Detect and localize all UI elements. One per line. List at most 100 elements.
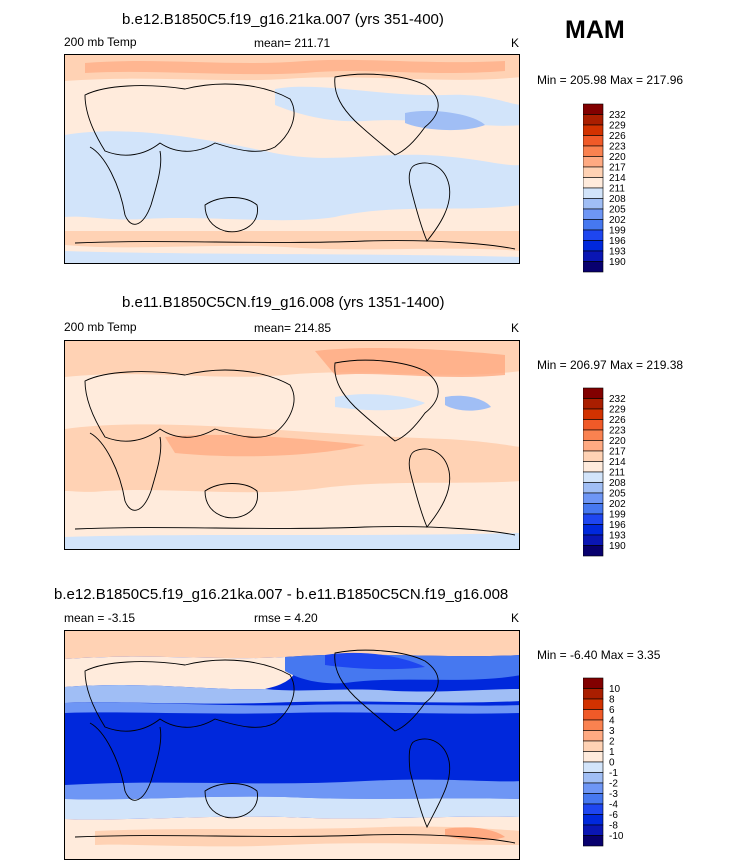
- colorbar-3-box: [583, 803, 604, 815]
- panel-1-variable-label: 200 mb Temp: [64, 35, 137, 49]
- colorbar-2-label: 202: [609, 499, 626, 510]
- colorbar-2-label: 214: [609, 457, 626, 468]
- colorbar-1-label: 190: [609, 257, 626, 268]
- colorbar-3-box: [583, 688, 604, 700]
- colorbar-2-box: [583, 545, 604, 557]
- colorbar-2-box: [583, 440, 604, 452]
- colorbar-2-box: [583, 461, 604, 473]
- colorbar-1-box: [583, 229, 604, 241]
- colorbar-2-box: [583, 513, 604, 525]
- panel-2-title: b.e11.B1850C5CN.f19_g16.008 (yrs 1351-14…: [122, 294, 445, 311]
- panel-3-rmse-label: rmse = 4.20: [254, 611, 318, 625]
- panel-2-field-atlantic-cool: [445, 395, 491, 411]
- colorbar-2-label: 229: [609, 405, 626, 416]
- colorbar-3-box: [583, 824, 604, 836]
- colorbar-3-label: -2: [609, 779, 618, 790]
- colorbar-1-label: 208: [609, 194, 626, 205]
- panel-3-field-transition: [65, 702, 519, 714]
- colorbar-2-label: 196: [609, 520, 626, 531]
- panel-1-minmax: Min = 205.98 Max = 217.96: [537, 73, 684, 87]
- colorbar-1-box: [583, 198, 604, 210]
- colorbar-2-box: [583, 534, 604, 546]
- colorbar-3-box: [583, 709, 604, 721]
- panel-3-field-na-core: [325, 652, 425, 670]
- panel-1-colorbar: 232 229 226 223 220 217 214 211 208 205 202 199 196 1…: [583, 102, 703, 284]
- colorbar-2-box: [583, 492, 604, 504]
- panel-1-coastlines: [74, 73, 516, 250]
- colorbar-1-box: [583, 261, 604, 273]
- panel-2-minmax: Min = 206.97 Max = 219.38: [537, 358, 684, 372]
- colorbar-2-label: 220: [609, 436, 626, 447]
- colorbar-3-box: [583, 719, 604, 731]
- colorbar-2-box: [583, 429, 604, 441]
- colorbar-3-label: -3: [609, 789, 618, 800]
- colorbar-2-label: 232: [609, 394, 626, 405]
- panel-2-units: K: [511, 321, 520, 335]
- panel-2-field-antarctic-cool: [65, 533, 519, 549]
- colorbar-2-box: [583, 471, 604, 483]
- panel-2-field-arctic: [315, 348, 505, 377]
- colorbar-3-label: -6: [609, 810, 618, 821]
- colorbar-3-box: [583, 772, 604, 784]
- colorbar-1-box: [583, 156, 604, 168]
- colorbar-1-box: [583, 124, 604, 136]
- colorbar-2-label: 226: [609, 415, 626, 426]
- colorbar-1-label: 223: [609, 142, 626, 153]
- colorbar-2-box: [583, 524, 604, 536]
- colorbar-2-label: 193: [609, 531, 626, 542]
- colorbar-2-box: [583, 387, 604, 399]
- panel-1-mean-label: mean= 211.71: [254, 36, 331, 50]
- colorbar-2-label: 208: [609, 478, 626, 489]
- colorbar-3-label: 1: [609, 747, 615, 758]
- colorbar-3-box: [583, 835, 604, 847]
- panel-2-field-npac-cool: [335, 394, 425, 411]
- colorbar-1-label: 193: [609, 247, 626, 258]
- colorbar-2-box: [583, 482, 604, 494]
- colorbar-3-label: 10: [609, 684, 621, 695]
- colorbar-3-label: -8: [609, 821, 618, 832]
- colorbar-1-label: 202: [609, 215, 626, 226]
- panel-3-field-cool-band: [65, 685, 519, 704]
- panel-3-mean-label: mean = -3.15: [64, 611, 136, 625]
- panel-1-field-antarctic-cool: [65, 251, 519, 263]
- panel-1-units: K: [511, 36, 520, 50]
- panel-1-field-atlantic-cool: [405, 110, 485, 131]
- colorbar-3-label: -10: [609, 831, 624, 842]
- panel-2-colorbar: 232 229 226 223 220 217 214 211 208 205 202 199 196 1…: [583, 386, 703, 568]
- colorbar-3-label: -4: [609, 800, 618, 811]
- colorbar-2-label: 190: [609, 541, 626, 552]
- colorbar-1-box: [583, 166, 604, 178]
- panel-3-field-eurasia-neutral: [65, 656, 296, 690]
- panel-1-field-south-warm: [65, 231, 519, 251]
- panel-1-title: b.e12.B1850C5.f19_g16.21ka.007 (yrs 351-…: [122, 11, 444, 28]
- colorbar-1-label: 214: [609, 173, 626, 184]
- colorbar-3-label: 2: [609, 737, 615, 748]
- colorbar-1-label: 217: [609, 163, 626, 174]
- panel-3-minmax: Min = -6.40 Max = 3.35: [537, 648, 661, 662]
- colorbar-3-box: [583, 793, 604, 805]
- colorbar-1-box: [583, 103, 604, 115]
- panel-2-variable-label: 200 mb Temp: [64, 320, 137, 334]
- colorbar-3-box: [583, 814, 604, 826]
- colorbar-3-box: [583, 751, 604, 763]
- colorbar-2-box: [583, 450, 604, 462]
- panel-3-field-south-cool: [65, 796, 519, 820]
- colorbar-1-label: 220: [609, 152, 626, 163]
- colorbar-1-label: 205: [609, 205, 626, 216]
- colorbar-2-label: 223: [609, 426, 626, 437]
- panel-3-title: b.e12.B1850C5.f19_g16.21ka.007 - b.e11.B…: [54, 586, 509, 603]
- panel-1-field-tropics-cool: [65, 131, 519, 221]
- colorbar-3-box: [583, 761, 604, 773]
- colorbar-1-label: 211: [609, 184, 625, 195]
- colorbar-3-box: [583, 698, 604, 710]
- colorbar-3-box: [583, 782, 604, 794]
- colorbar-1-box: [583, 240, 604, 252]
- colorbar-3-box: [583, 730, 604, 742]
- panel-1-map: [64, 54, 520, 264]
- colorbar-1-label: 196: [609, 236, 626, 247]
- colorbar-3-label: 8: [609, 695, 615, 706]
- colorbar-2-label: 211: [609, 468, 625, 479]
- colorbar-1-box: [583, 208, 604, 220]
- panel-2-map: [64, 340, 520, 550]
- panel-3-units: K: [511, 611, 520, 625]
